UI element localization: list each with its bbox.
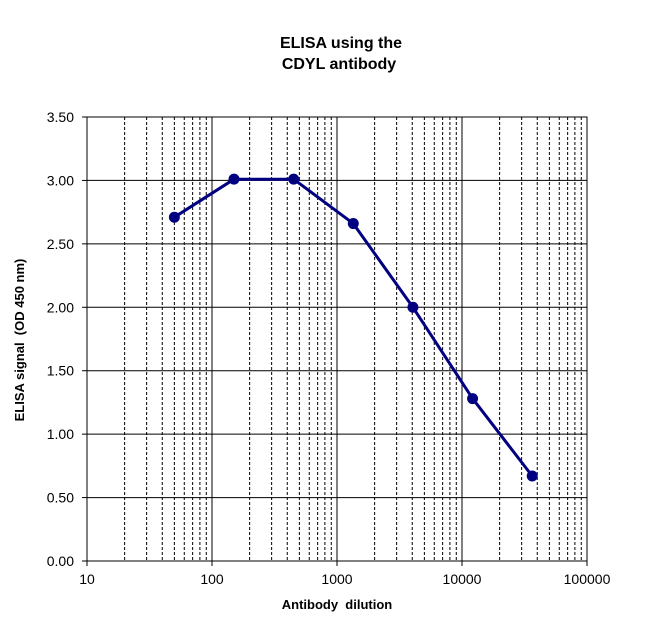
y-tick-label: 1.00: [47, 426, 74, 442]
data-point: [347, 218, 359, 230]
y-tick-label: 3.50: [47, 109, 74, 125]
x-tick-label: 10: [79, 571, 95, 587]
y-tick-label: 0.00: [47, 553, 74, 569]
x-tick-label: 100000: [564, 571, 611, 587]
data-point: [288, 173, 300, 185]
data-point: [526, 470, 538, 482]
chart-title-line-1: ELISA using the: [280, 35, 402, 52]
y-tick-label: 0.50: [47, 490, 74, 506]
data-point: [467, 393, 479, 405]
y-tick-label: 2.00: [47, 299, 74, 315]
y-tick-label: 2.50: [47, 236, 74, 252]
grid-lines: [86, 116, 587, 562]
y-tick-label: 1.50: [47, 363, 74, 379]
x-axis-title: Antibody dilution: [282, 597, 393, 612]
x-tick-label: 100: [200, 571, 224, 587]
x-tick-label: 10000: [443, 571, 482, 587]
data-series: [168, 173, 538, 482]
data-point: [407, 301, 419, 313]
axis-tick-labels: 0.00 0.50 1.00 1.50 2.00 2.50 3.00 3.50 10 100 100…: [47, 109, 611, 587]
data-point: [168, 211, 180, 223]
y-tick-label: 3.00: [47, 172, 74, 188]
chart-title-line-2: CDYL antibody: [282, 56, 396, 73]
x-tick-label: 1000: [321, 571, 352, 587]
data-point: [228, 173, 240, 185]
y-axis-title: ELISA signal (OD 450 nm): [12, 259, 27, 422]
